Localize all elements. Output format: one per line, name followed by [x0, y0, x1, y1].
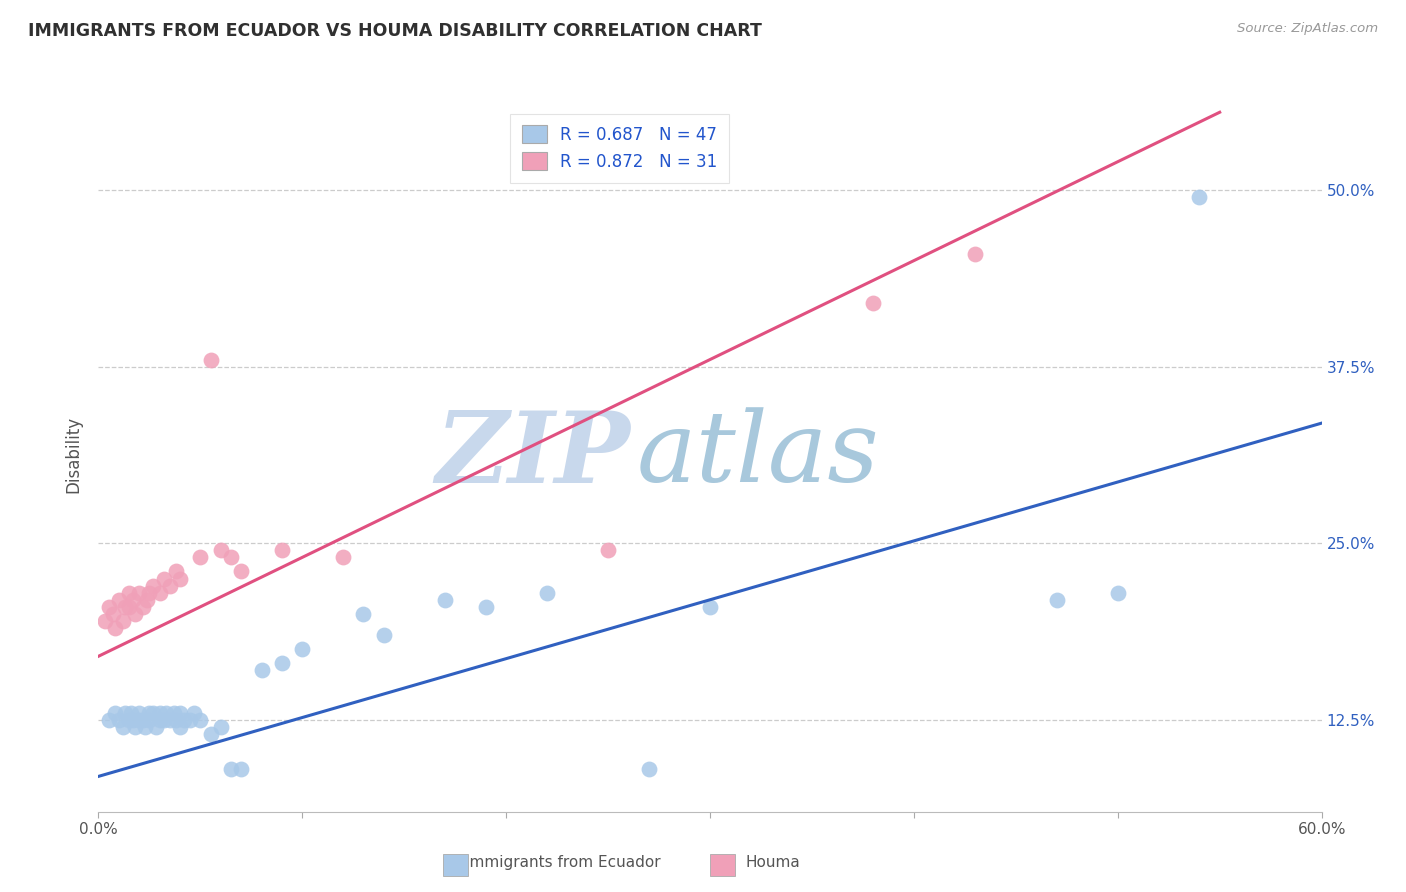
Point: [149, 713, 172, 727]
Text: Immigrants from Ecuador: Immigrants from Ecuador: [464, 855, 661, 870]
Point: [142, 706, 165, 720]
Point: [219, 762, 242, 776]
Point: [270, 543, 294, 558]
Point: [291, 642, 314, 657]
Point: [536, 585, 558, 599]
Point: [159, 579, 181, 593]
Point: [132, 599, 155, 614]
Point: [118, 599, 141, 614]
Point: [138, 585, 160, 599]
Point: [169, 572, 191, 586]
Y-axis label: Disability: Disability: [65, 417, 83, 493]
Point: [209, 720, 232, 734]
Text: ZIP: ZIP: [436, 407, 630, 503]
Point: [149, 706, 172, 720]
Point: [188, 550, 212, 565]
Point: [200, 352, 222, 367]
Point: [104, 621, 127, 635]
Point: [155, 706, 177, 720]
Point: [1188, 190, 1211, 204]
Point: [165, 713, 187, 727]
Point: [124, 607, 146, 621]
Point: [120, 706, 142, 720]
Point: [97, 713, 120, 727]
Point: [128, 713, 150, 727]
Point: [965, 246, 987, 260]
Point: [219, 550, 242, 565]
Text: Houma: Houma: [747, 855, 800, 870]
Point: [97, 599, 120, 614]
Point: [163, 706, 186, 720]
Point: [598, 543, 620, 558]
Point: [179, 713, 201, 727]
Point: [104, 706, 127, 720]
Point: [352, 607, 374, 621]
Point: [118, 585, 141, 599]
Point: [159, 713, 181, 727]
Point: [101, 607, 124, 621]
Point: [108, 713, 131, 727]
Point: [169, 706, 191, 720]
Point: [132, 713, 155, 727]
Point: [134, 720, 156, 734]
Point: [111, 614, 134, 628]
Point: [699, 599, 721, 614]
Point: [165, 565, 187, 579]
Point: [332, 550, 354, 565]
Text: Source: ZipAtlas.com: Source: ZipAtlas.com: [1237, 22, 1378, 36]
Point: [142, 579, 165, 593]
Text: IMMIGRANTS FROM ECUADOR VS HOUMA DISABILITY CORRELATION CHART: IMMIGRANTS FROM ECUADOR VS HOUMA DISABIL…: [28, 22, 762, 40]
Point: [270, 657, 294, 671]
Point: [474, 599, 498, 614]
Point: [434, 592, 457, 607]
Point: [173, 713, 195, 727]
Point: [152, 572, 174, 586]
Point: [231, 565, 253, 579]
Point: [250, 664, 273, 678]
Point: [1107, 585, 1129, 599]
Point: [1045, 592, 1069, 607]
Point: [209, 543, 232, 558]
Point: [128, 585, 150, 599]
Point: [138, 706, 160, 720]
Point: [188, 713, 212, 727]
Point: [638, 762, 661, 776]
Point: [122, 713, 145, 727]
Point: [231, 762, 253, 776]
Point: [152, 713, 174, 727]
Point: [128, 706, 150, 720]
Point: [136, 592, 159, 607]
Point: [108, 592, 131, 607]
Point: [200, 727, 222, 741]
Point: [122, 592, 145, 607]
Text: atlas: atlas: [637, 408, 879, 502]
Point: [862, 296, 884, 310]
Point: [183, 706, 205, 720]
Point: [124, 720, 146, 734]
Point: [138, 713, 160, 727]
Point: [373, 628, 395, 642]
Point: [111, 720, 134, 734]
Point: [169, 720, 191, 734]
Point: [118, 713, 141, 727]
Point: [114, 599, 136, 614]
Point: [93, 614, 115, 628]
Point: [114, 706, 136, 720]
Point: [149, 585, 172, 599]
Point: [145, 720, 167, 734]
Legend: R = 0.687   N = 47, R = 0.872   N = 31: R = 0.687 N = 47, R = 0.872 N = 31: [510, 113, 730, 183]
